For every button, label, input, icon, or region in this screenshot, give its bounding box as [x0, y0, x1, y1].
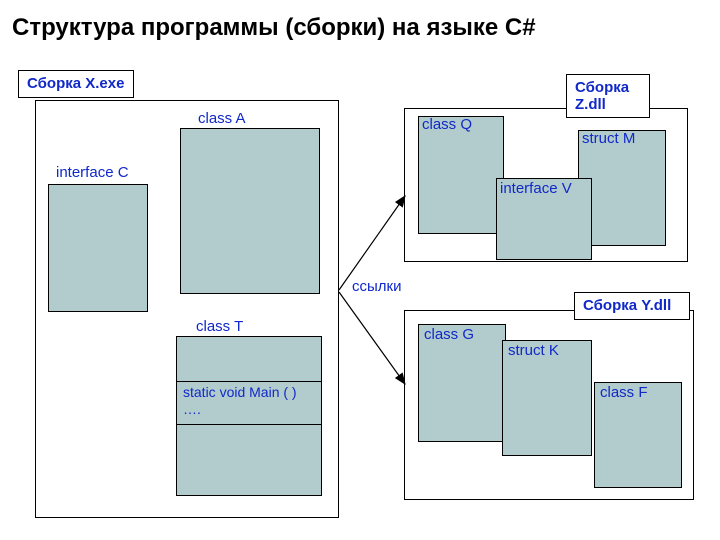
type-label-interfaceV: interface V — [500, 180, 572, 197]
arrows-label: ссылки — [352, 278, 401, 295]
type-label-classT: class T — [196, 318, 243, 335]
type-box-classA — [180, 128, 320, 294]
type-label-classF: class F — [600, 384, 648, 401]
assembly-z-badge: Сборка Z.dll — [566, 74, 650, 118]
arrow-to-z — [339, 196, 405, 290]
classT-member-main: static void Main ( ) …. — [177, 381, 321, 425]
type-label-interfaceC: interface C — [56, 164, 129, 181]
type-box-classT: static void Main ( ) …. — [176, 336, 322, 496]
type-box-interfaceC — [48, 184, 148, 312]
type-label-classA: class A — [198, 110, 246, 127]
page-title: Структура программы (сборки) на языке C# — [12, 14, 536, 42]
assembly-y-badge: Сборка Y.dll — [574, 292, 690, 320]
assembly-x-badge: Сборка X.exe — [18, 70, 134, 98]
type-label-classQ: class Q — [422, 116, 472, 133]
type-label-structK: struct K — [508, 342, 559, 359]
type-box-classQ — [418, 116, 504, 234]
type-label-structM: struct M — [582, 130, 635, 147]
type-label-classG: class G — [424, 326, 474, 343]
arrow-to-y — [339, 292, 405, 384]
